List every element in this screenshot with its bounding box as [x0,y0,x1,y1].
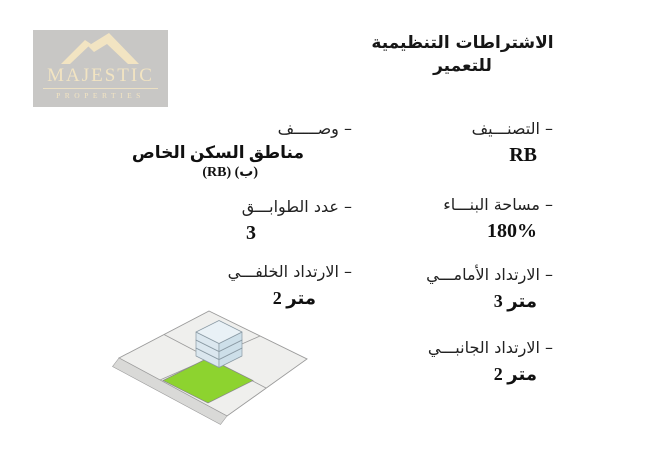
spec-value: متر 3 [493,291,537,311]
spec-label: – الارتداد الأمامـــي [426,265,553,284]
page-title: الاشتراطات التنظيمية للتعمير [365,32,560,78]
spec-label: – الارتداد الخلفـــي [227,262,352,281]
spec-building-area: – مساحة البنـــاء 180% [368,194,553,244]
page-title-line1: الاشتراطات التنظيمية [371,33,554,53]
spec-rear-setback: – الارتداد الخلفـــي متر 2 [102,261,352,311]
spec-label: – التصنـــيف [471,119,553,138]
spec-floors: – عدد الطوابـــق 3 [102,196,352,246]
building-block [195,320,243,368]
spec-value: متر 2 [272,288,316,308]
logo-subtitle: PROPERTIES [56,91,145,100]
spec-label: – عدد الطوابـــق [241,197,352,216]
spec-front-setback: – الارتداد الأمامـــي متر 3 [368,264,553,314]
logo: MAJESTIC PROPERTIES [33,30,168,107]
spec-label: – وصـــــف [277,119,352,138]
spec-classification: – التصنـــيف RB [368,118,553,168]
site-plan-diagram [112,310,308,425]
spec-value: 180% [487,220,537,242]
page-title-line2: للتعمير [433,56,492,76]
spec-value: RB [509,144,537,166]
logo-divider [43,88,158,89]
spec-label: – مساحة البنـــاء [443,195,553,214]
spec-value: متر 2 [493,364,537,384]
spec-value-line2: (ب) (RB) [202,165,258,180]
spec-side-setback: – الارتداد الجانبـــي متر 2 [368,337,553,387]
road-strip [112,357,228,425]
parcel-highlight [162,357,254,404]
logo-name: MAJESTIC [47,65,154,86]
spec-value-line1: مناطق السكن الخاص [131,143,304,162]
spec-description: – وصـــــف مناطق السكن الخاص (ب) (RB) [102,118,352,182]
roof-icon [61,33,139,64]
spec-label: – الارتداد الجانبـــي [427,338,553,357]
spec-value: 3 [246,222,256,244]
